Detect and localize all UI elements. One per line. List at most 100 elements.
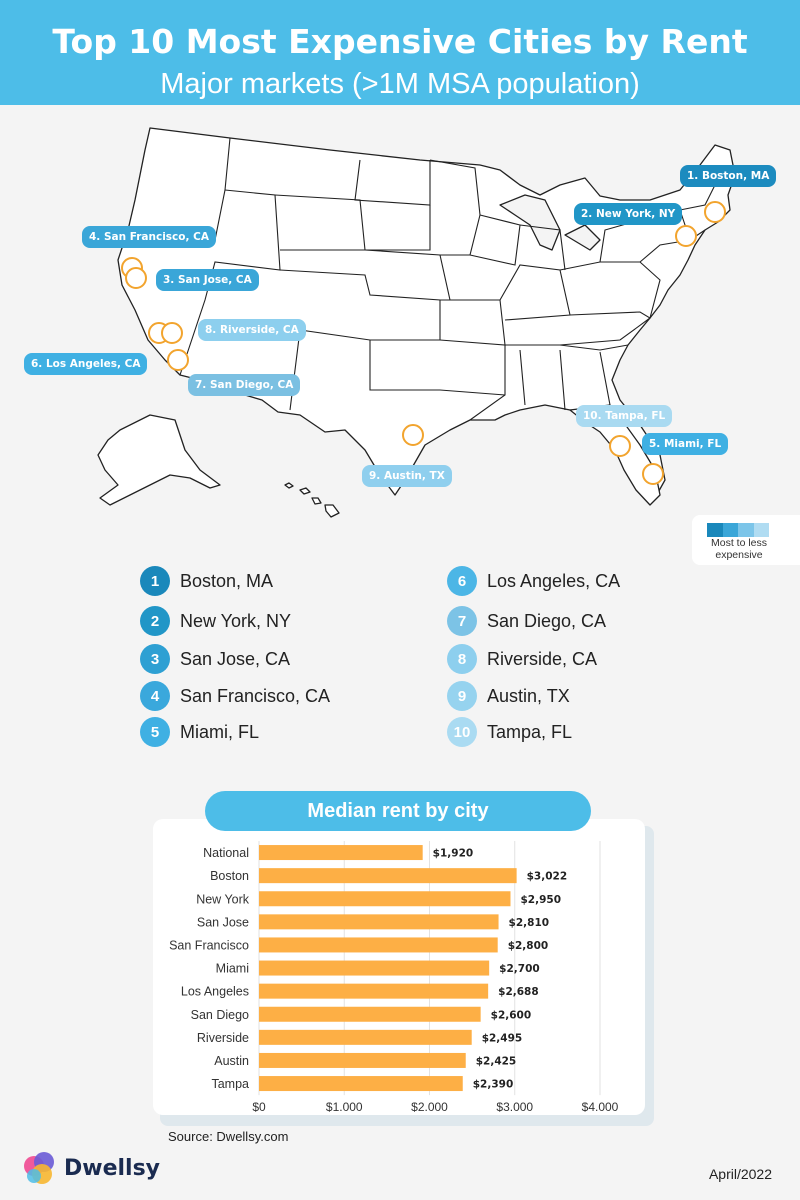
rank-badge: 7: [447, 606, 477, 636]
x-tick-label: $2.000: [411, 1100, 448, 1114]
category-label: San Diego: [191, 1008, 249, 1022]
category-label: Riverside: [197, 1031, 249, 1045]
value-label: $2,390: [473, 1079, 514, 1091]
map-pin-label: 1. Boston, MA: [680, 165, 777, 187]
legend-swatch: [753, 523, 769, 537]
value-label: $2,425: [476, 1055, 517, 1067]
rank-badge: 4: [140, 681, 170, 711]
page-title: Top 10 Most Expensive Cities by Rent: [52, 22, 748, 61]
bar: [259, 960, 490, 976]
rank-item: 6 Los Angeles, CA: [447, 566, 620, 596]
bar: [259, 891, 511, 907]
category-label: National: [203, 846, 249, 860]
category-label: Austin: [214, 1054, 249, 1068]
median-rent-bar-chart: $0 $1.000 $2.000 $3.000 $4.000 National $1,920…: [169, 841, 619, 1114]
us-map: [97, 127, 736, 518]
map-pin-label: 3. San Jose, CA: [156, 269, 259, 291]
rank-badge: 2: [140, 606, 170, 636]
bar: [259, 1076, 463, 1092]
bar: [259, 1052, 466, 1068]
legend-swatch: [707, 523, 723, 537]
bar: [259, 1006, 481, 1022]
page-subtitle: Major markets (>1M MSA population): [160, 68, 640, 100]
value-label: $1,920: [433, 848, 474, 860]
rank-badge: 3: [140, 644, 170, 674]
bar: [259, 1029, 472, 1045]
value-label: $2,700: [499, 963, 540, 975]
rank-city: Los Angeles, CA: [487, 570, 621, 591]
rank-city: Austin, TX: [487, 685, 570, 706]
rank-city: Boston, MA: [180, 570, 274, 591]
x-tick-label: $1.000: [326, 1100, 363, 1114]
dwellsy-logo-icon: [24, 1152, 54, 1184]
category-label: Los Angeles: [181, 985, 249, 999]
map-pin-label: 5. Miami, FL: [642, 433, 729, 455]
rank-item: 2 New York, NY: [140, 606, 291, 636]
rank-badge: 9: [447, 681, 477, 711]
rank-badge: 5: [140, 717, 170, 747]
map-pin-label: 4. San Francisco, CA: [82, 226, 216, 248]
rank-item: 9 Austin, TX: [447, 681, 570, 711]
source-note: Source: Dwellsy.com: [168, 1129, 289, 1144]
bar: [259, 937, 498, 953]
header-banner: Top 10 Most Expensive Cities by Rent Maj…: [0, 0, 800, 105]
rank-item: 7 San Diego, CA: [447, 606, 606, 636]
rank-item: 8 Riverside, CA: [447, 644, 597, 674]
map-pin-label: 6. Los Angeles, CA: [24, 353, 148, 375]
map-pin-label: 7. San Diego, CA: [188, 374, 301, 396]
value-label: $2,800: [508, 940, 549, 952]
rank-city: Miami, FL: [180, 721, 260, 742]
category-label: San Jose: [197, 915, 249, 929]
rank-city: San Jose, CA: [180, 648, 291, 669]
legend-swatches: [707, 523, 769, 537]
rank-item: 4 San Francisco, CA: [140, 681, 330, 711]
hawaii-islands: [284, 482, 340, 518]
bar: [259, 845, 423, 861]
x-tick-label: $4.000: [582, 1100, 619, 1114]
dwellsy-logo: Dwellsy: [22, 1148, 160, 1188]
legend-swatch: [722, 523, 738, 537]
category-label: San Francisco: [169, 938, 249, 952]
map-pin-label: 8. Riverside, CA: [198, 319, 306, 341]
rank-city: Riverside, CA: [487, 648, 598, 669]
rank-badge: 8: [447, 644, 477, 674]
category-label: Tampa: [211, 1077, 249, 1091]
city-pin-markers: [121, 201, 726, 485]
rank-item: 10 Tampa, FL: [447, 717, 572, 747]
brand-name: Dwellsy: [64, 1155, 161, 1181]
map-pin-label: 9. Austin, TX: [362, 465, 452, 487]
great-lakes: [499, 194, 561, 251]
publish-date: April/2022: [708, 1166, 772, 1182]
legend-label: Most to less expensive: [710, 537, 768, 561]
rank-item: 1 Boston, MA: [140, 566, 273, 596]
rank-item: 3 San Jose, CA: [140, 644, 290, 674]
rank-badge: 1: [140, 566, 170, 596]
rank-city: San Francisco, CA: [180, 685, 331, 706]
rank-item: 5 Miami, FL: [140, 717, 259, 747]
map-pin-label: 2. New York, NY: [574, 203, 683, 225]
category-label: Miami: [216, 962, 249, 976]
value-label: $2,495: [482, 1032, 523, 1044]
category-label: Boston: [210, 869, 249, 883]
rank-city: San Diego, CA: [487, 610, 607, 631]
rank-city: New York, NY: [180, 610, 292, 631]
map-pin-label: 10. Tampa, FL: [576, 405, 673, 427]
color-scale-legend: Most to less expensive: [692, 515, 800, 565]
rank-badge: 6: [447, 566, 477, 596]
bar: [259, 914, 499, 930]
bar: [259, 868, 517, 884]
value-label: $2,688: [498, 986, 539, 998]
rank-badge: 10: [447, 717, 477, 747]
legend-swatch: [738, 523, 754, 537]
value-label: $2,810: [509, 917, 550, 929]
x-tick-label: $3.000: [496, 1100, 533, 1114]
value-label: $2,950: [520, 894, 561, 906]
category-label: New York: [196, 892, 250, 906]
alaska-outline: [97, 414, 221, 506]
chart-title: Median rent by city: [205, 791, 591, 831]
rank-city: Tampa, FL: [487, 721, 573, 742]
value-label: $3,022: [527, 871, 568, 883]
value-label: $2,600: [491, 1009, 532, 1021]
bar: [259, 983, 489, 999]
x-tick-label: $0: [252, 1100, 266, 1114]
